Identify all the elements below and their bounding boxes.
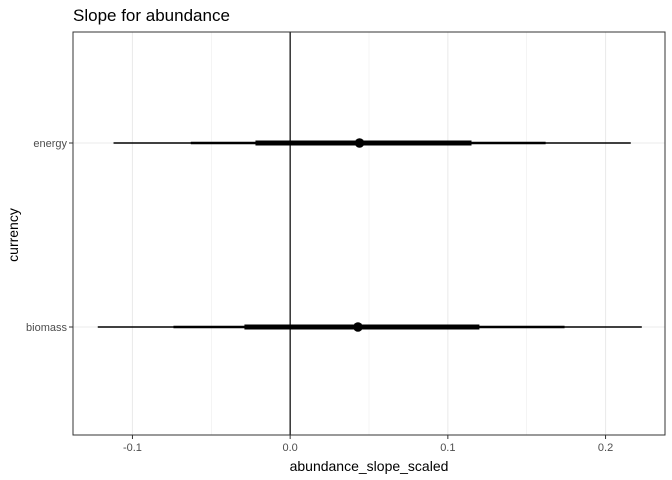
y-axis-title: currency [5,208,21,262]
x-axis-title: abundance_slope_scaled [290,458,449,474]
interval-biomass [97,322,642,332]
point-estimate [353,322,363,332]
x-tick-label: 0.1 [440,442,455,454]
x-tick-label: -0.1 [123,442,142,454]
point-estimate [354,138,365,148]
marks [97,138,642,332]
y-tick-label: energy [33,138,67,150]
interval-energy [113,138,631,148]
y-axis: energy biomass [26,138,73,334]
chart-title: Slope for abundance [73,6,230,25]
x-axis: -0.1 0.0 0.1 0.2 [123,435,613,454]
x-tick-label: 0.2 [598,442,613,454]
x-tick-label: 0.0 [283,442,298,454]
y-tick-label: biomass [26,322,67,334]
panel-border [72,31,666,436]
grid [73,32,665,435]
